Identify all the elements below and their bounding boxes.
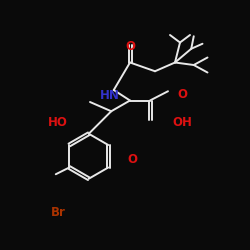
Text: HN: HN [100, 89, 120, 102]
Text: O: O [178, 88, 188, 102]
Text: O: O [128, 153, 138, 166]
Text: Br: Br [51, 206, 66, 220]
Text: HO: HO [48, 116, 68, 130]
Text: OH: OH [172, 116, 193, 130]
Text: O: O [125, 40, 135, 52]
